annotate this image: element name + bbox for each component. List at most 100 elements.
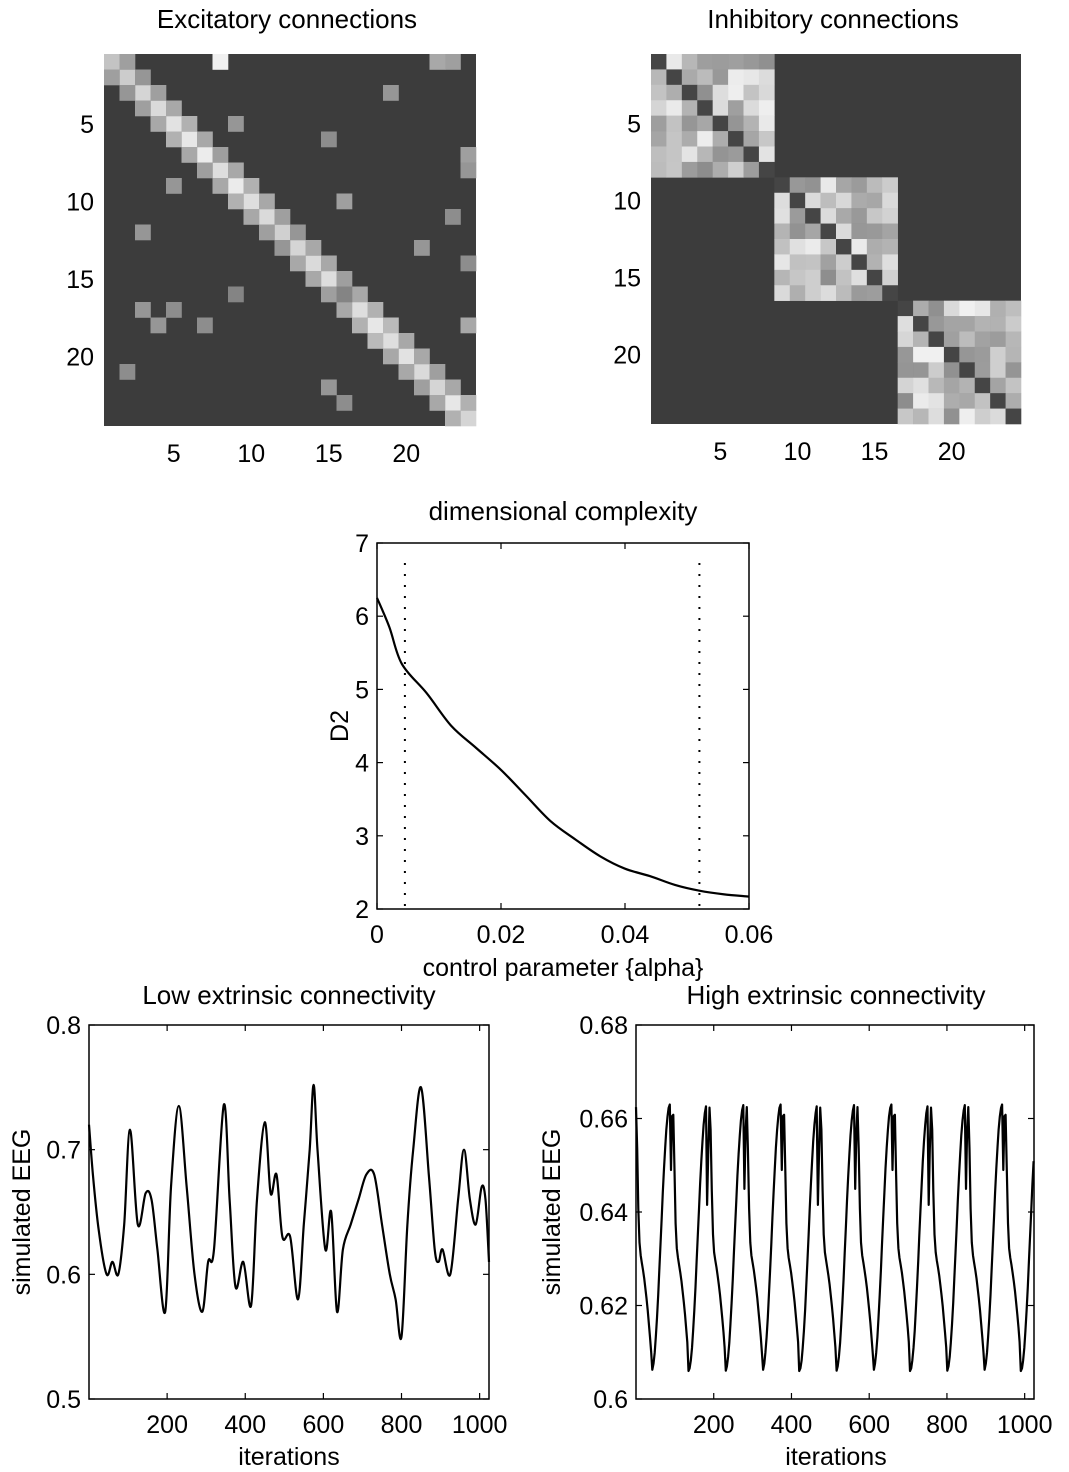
inhibitory-ticks: 5 5 10 10 15 15 20 20 <box>613 110 965 466</box>
inhibitory-cell <box>851 192 868 209</box>
inhibitory-cell <box>681 146 698 163</box>
inhibitory-cell <box>866 208 883 224</box>
inhibitory-cell <box>897 362 914 379</box>
inhibitory-cell <box>974 377 991 394</box>
low-ytick-label: 0.6 <box>46 1261 81 1289</box>
inhibitory-cell <box>712 100 729 116</box>
inhibitory-cell <box>974 408 991 425</box>
complexity-ytick-label: 7 <box>355 530 369 558</box>
inhibitory-cell <box>681 115 698 132</box>
inhibitory-cell <box>990 331 1006 348</box>
inhibitory-cell <box>959 408 976 425</box>
excitatory-xtick-label: 20 <box>392 440 420 468</box>
excitatory-cell <box>398 348 415 365</box>
excitatory-cell <box>150 100 167 117</box>
inhibitory-cell <box>651 131 667 147</box>
inhibitory-cell <box>805 239 821 255</box>
inhibitory-cell <box>882 254 898 271</box>
excitatory-cell <box>135 85 151 101</box>
excitatory-cell <box>414 379 430 396</box>
inhibitory-cell <box>928 393 945 409</box>
excitatory-cell <box>119 54 136 70</box>
inhibitory-cell <box>928 346 945 363</box>
inhibitory-cell <box>651 54 667 70</box>
excitatory-cell <box>336 302 353 318</box>
inhibitory-cell <box>758 69 775 86</box>
complexity-ticks: 0 0.02 0.04 0.06 2 3 4 5 6 7 <box>355 530 773 949</box>
inhibitory-cell <box>743 146 760 163</box>
excitatory-cell <box>460 395 477 411</box>
high-xlabel: iterations <box>785 1443 886 1471</box>
excitatory-cell <box>135 224 151 241</box>
inhibitory-cell <box>712 131 729 147</box>
excitatory-cell <box>429 379 446 396</box>
inhibitory-cell <box>990 362 1006 379</box>
inhibitory-cell <box>943 393 960 409</box>
inhibitory-cell <box>836 177 852 194</box>
inhibitory-cell <box>758 84 775 101</box>
inhibitory-cell <box>897 377 914 394</box>
excitatory-xtick-label: 15 <box>315 440 343 468</box>
inhibitory-cell <box>897 393 914 409</box>
inhibitory-cell <box>666 100 683 116</box>
excitatory-cell <box>243 178 260 194</box>
excitatory-cell <box>445 209 461 225</box>
inhibitory-cell <box>943 408 960 425</box>
inhibitory-cell <box>928 331 945 348</box>
inhibitory-cell <box>651 146 667 163</box>
inhibitory-cell <box>882 223 898 240</box>
inhibitory-cell <box>866 223 883 240</box>
high-xtick-label: 1000 <box>997 1411 1053 1439</box>
inhibitory-cell <box>666 69 683 86</box>
inhibitory-cell <box>897 408 914 425</box>
inhibitory-cell <box>820 269 837 286</box>
excitatory-cell <box>414 364 430 380</box>
excitatory-title: Excitatory connections <box>157 4 417 34</box>
low-xtick-label: 800 <box>381 1411 423 1439</box>
inhibitory-cell <box>712 115 729 132</box>
low-xtick-label: 400 <box>224 1411 266 1439</box>
inhibitory-heatmap-panel: Inhibitory connections 5 5 10 10 15 15 20 20 <box>613 4 1022 466</box>
excitatory-cell <box>321 255 337 272</box>
excitatory-cell <box>228 116 244 132</box>
complexity-threshold-lines <box>403 563 701 909</box>
excitatory-cell <box>259 224 275 241</box>
inhibitory-xtick-label: 20 <box>938 438 966 466</box>
complexity-ytick-label: 2 <box>355 896 369 924</box>
inhibitory-cell <box>1005 362 1022 379</box>
excitatory-cell <box>321 379 337 396</box>
excitatory-cell <box>352 286 368 303</box>
inhibitory-cell <box>959 393 976 409</box>
low-xtick-label: 200 <box>146 1411 188 1439</box>
inhibitory-cell <box>974 300 991 317</box>
excitatory-cell <box>197 317 213 334</box>
excitatory-cell <box>460 317 477 334</box>
inhibitory-cell <box>913 362 929 379</box>
inhibitory-cell <box>697 131 713 147</box>
excitatory-cell <box>429 395 446 411</box>
inhibitory-cell <box>758 161 775 178</box>
inhibitory-cell <box>651 100 667 116</box>
excitatory-ticks: 5 5 10 10 15 15 20 20 <box>66 111 420 468</box>
inhibitory-cell <box>959 377 976 394</box>
inhibitory-cell <box>913 377 929 394</box>
inhibitory-cell <box>774 223 791 240</box>
inhibitory-cell <box>666 84 683 101</box>
high-ylabel: simulated EEG <box>538 1129 566 1296</box>
high-connectivity-panel: High extrinsic connectivity 200 400 600 800… <box>538 980 1052 1471</box>
inhibitory-cell <box>712 54 729 70</box>
inhibitory-cell <box>820 285 837 301</box>
inhibitory-cell <box>943 377 960 394</box>
inhibitory-cell <box>789 208 806 224</box>
excitatory-cell <box>290 224 306 241</box>
high-ytick-label: 0.6 <box>593 1386 628 1414</box>
inhibitory-cell <box>820 254 837 271</box>
excitatory-cell <box>445 410 461 427</box>
inhibitory-cell <box>820 208 837 224</box>
inhibitory-cell <box>1005 300 1022 317</box>
excitatory-cell <box>321 286 337 303</box>
excitatory-xtick-label: 5 <box>167 440 181 468</box>
inhibitory-cell <box>882 285 898 301</box>
excitatory-cell <box>460 255 477 272</box>
inhibitory-cell <box>697 100 713 116</box>
